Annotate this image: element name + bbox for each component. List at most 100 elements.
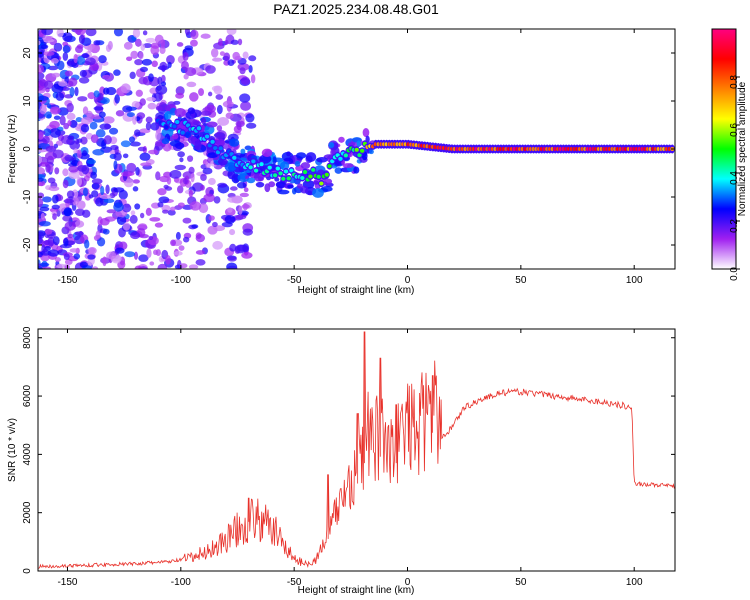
ridge-core [259, 162, 264, 167]
spectral-blob [206, 121, 218, 128]
noise-blob [129, 214, 138, 224]
noise-blob [202, 167, 213, 175]
noise-blob [76, 44, 84, 49]
noise-blob [134, 203, 141, 210]
noise-blob [91, 178, 103, 185]
noise-blob [46, 103, 52, 109]
y-tick-label: 0 [22, 568, 33, 574]
noise-blob [48, 185, 60, 192]
noise-blob [42, 248, 48, 253]
noise-blob [76, 55, 86, 66]
noise-blob [81, 52, 89, 59]
noise-blob [161, 64, 166, 73]
noise-blob [38, 221, 51, 227]
spectral-blob [312, 188, 324, 198]
noise-blob [52, 194, 59, 204]
noise-blob [41, 29, 53, 36]
noise-blob [240, 76, 250, 85]
noise-blob [234, 55, 242, 61]
noise-blob [87, 92, 96, 100]
noise-blob [198, 88, 205, 96]
colorbar-tick-label: 0.8 [729, 75, 740, 89]
noise-blob [237, 38, 243, 46]
noise-blob [64, 221, 76, 231]
noise-blob [44, 228, 53, 235]
noise-blob [96, 237, 106, 247]
noise-blob [134, 58, 143, 66]
spectral-blob [277, 189, 290, 195]
noise-blob [93, 90, 100, 98]
noise-blob [75, 116, 83, 123]
noise-blob [93, 96, 99, 103]
noise-blob [102, 74, 111, 80]
spectral-blob [240, 148, 246, 155]
spectrogram-y-label: Frequency (Hz) [7, 115, 18, 184]
noise-blob [187, 155, 194, 162]
noise-blob [207, 91, 213, 97]
x-tick-label: 50 [515, 275, 527, 286]
noise-blob [80, 136, 88, 145]
ridge-core [359, 148, 365, 153]
noise-blob [118, 189, 128, 200]
noise-blob [140, 162, 152, 167]
noise-blob [42, 196, 52, 203]
noise-blob [113, 160, 118, 170]
noise-blob [186, 81, 197, 88]
spectral-blob [261, 148, 273, 157]
ridge-core [357, 153, 362, 158]
noise-blob [240, 101, 252, 111]
noise-blob [63, 198, 74, 204]
ridge-core [251, 159, 256, 164]
spectral-blob [227, 170, 236, 180]
noise-blob [92, 149, 105, 156]
spectral-blob [200, 117, 207, 125]
noise-blob [125, 106, 137, 111]
snr-x-label: Height of straight line (km) [298, 585, 415, 596]
noise-blob [107, 40, 113, 50]
noise-blob [63, 122, 70, 130]
noise-blob [248, 64, 253, 73]
noise-blob [120, 140, 131, 148]
noise-blob [212, 221, 218, 227]
noise-blob [227, 196, 238, 203]
noise-blob [52, 213, 57, 220]
noise-blob [82, 150, 88, 157]
ridge-core [302, 170, 308, 175]
noise-blob [239, 93, 251, 103]
ridge-core [272, 173, 278, 178]
x-tick-label: -50 [287, 577, 302, 588]
noise-blob [38, 95, 49, 101]
noise-blob [80, 124, 90, 133]
noise-blob [134, 265, 142, 269]
noise-blob [62, 168, 69, 177]
noise-blob [105, 184, 110, 195]
snr-frame [37, 328, 676, 572]
noise-blob [116, 215, 127, 226]
spectral-blob [300, 185, 309, 194]
noise-blob [150, 122, 160, 131]
x-tick-label: -150 [57, 577, 77, 588]
noise-blob [157, 76, 163, 86]
noise-blob [38, 155, 43, 165]
noise-blob [159, 46, 166, 55]
noise-blob [113, 152, 122, 161]
noise-blob [167, 61, 172, 69]
noise-blob [174, 164, 187, 171]
noise-blob [242, 228, 253, 236]
noise-blob [248, 55, 257, 62]
ridge-core [174, 119, 180, 124]
noise-blob [219, 51, 225, 56]
snr-panel: -150 -100 -50 0 50 100 0 2000 4000 6000 8000 Heig… [7, 326, 676, 596]
noise-blob [157, 188, 167, 196]
ridge-core [172, 124, 177, 129]
noise-blob [103, 135, 112, 145]
spectral-blob [171, 133, 179, 140]
snr-y-ticks: 0 2000 4000 6000 8000 [22, 326, 675, 574]
x-tick-label: 100 [626, 577, 643, 588]
noise-blob [66, 112, 76, 121]
y-tick-label: 4000 [22, 443, 33, 466]
spectral-blob [268, 181, 276, 188]
noise-blob [76, 176, 82, 187]
noise-blob [49, 120, 60, 129]
